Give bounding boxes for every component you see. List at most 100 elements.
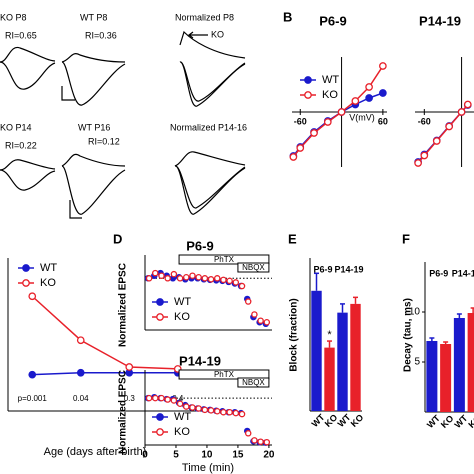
trace (0, 46, 56, 63)
chart: Age (days after birth) p=0.001 0.04 0.3 0.4 W… (7, 258, 202, 458)
marker (189, 272, 196, 279)
trace (174, 151, 246, 167)
legend-label: KO (40, 277, 56, 289)
marker (170, 270, 178, 278)
significance: * (327, 329, 332, 341)
bar (311, 290, 322, 411)
marker (207, 276, 215, 283)
legend-label: KO (174, 311, 190, 323)
x-tick-label: 60 (378, 116, 388, 126)
marker (145, 275, 153, 282)
marker (337, 108, 346, 116)
legend-marker (156, 298, 164, 306)
marker (125, 363, 134, 371)
chart: P6-9 Normalized EPSC PhTX NBQX WT KO (118, 238, 272, 347)
trace (61, 53, 126, 63)
trace (0, 169, 56, 191)
legend-marker (22, 279, 30, 287)
drug-label: PhTX (214, 255, 235, 264)
chart-title: P6-9 (319, 13, 346, 28)
marker (238, 282, 246, 290)
y-tick-label: 5 (414, 357, 420, 368)
trace-label: RI=0.12 (88, 136, 120, 146)
marker (365, 83, 373, 91)
marker (365, 94, 373, 102)
panel-letter: D (113, 231, 122, 246)
marker (176, 400, 184, 407)
marker (463, 100, 472, 109)
marker (257, 317, 264, 324)
group-label: P6-9 (429, 268, 448, 278)
marker (232, 409, 240, 417)
bar (337, 312, 348, 411)
marker (158, 394, 165, 402)
x-tick-label: -60 (418, 116, 431, 126)
bar (324, 347, 335, 411)
marker (289, 153, 298, 161)
marker (201, 406, 209, 414)
drug-label: PhTX (214, 370, 235, 379)
y-axis-label: Block (fraction) (289, 298, 300, 371)
marker (379, 89, 387, 97)
scale-bar (69, 200, 82, 219)
drug-bar (178, 369, 270, 380)
drug-bar (237, 377, 270, 388)
legend-label: KO (322, 89, 338, 101)
marker (213, 407, 221, 415)
y-tick-label: 10 (409, 307, 421, 318)
marker (432, 137, 441, 145)
p-value: 0.3 (124, 394, 136, 403)
trace (61, 61, 126, 106)
marker (238, 410, 246, 418)
marker (323, 118, 332, 126)
marker (28, 370, 37, 379)
marker (379, 62, 387, 70)
p-value: 0.4 (172, 394, 184, 403)
y-axis-label: Normalized EPSC (118, 370, 129, 454)
trace (61, 165, 126, 215)
trace (179, 61, 246, 102)
marker (244, 430, 252, 437)
chart: P6-9 V(mV) -60 60 WT KO (289, 13, 388, 167)
marker (220, 276, 227, 284)
legend-marker (22, 264, 30, 272)
marker (183, 403, 190, 410)
chart: P14-19 Time (min) Normalized EPSC 0 5 10 15 20 P… (118, 353, 275, 473)
x-tick-label: -60 (294, 116, 307, 126)
group-label: P14-19 (452, 268, 474, 278)
trace-label: KO (211, 29, 224, 39)
marker (414, 159, 422, 167)
drug-label: NBQX (242, 263, 265, 272)
marker (296, 144, 305, 152)
trace-label: RI=0.22 (5, 140, 37, 150)
trace (61, 153, 126, 167)
marker (251, 437, 258, 444)
legend-marker (156, 313, 164, 321)
drug-bar (178, 254, 270, 265)
marker (226, 277, 233, 285)
marker (351, 97, 360, 105)
marker (445, 122, 454, 131)
trace-label: Normalized P14-16 (170, 122, 247, 132)
trace-label: RI=0.65 (5, 30, 37, 40)
marker (145, 394, 153, 402)
x-axis-label: V(mV) (349, 112, 375, 122)
trace (179, 30, 246, 59)
marker (76, 368, 85, 377)
chart-title: P6-9 (186, 238, 213, 253)
marker (170, 397, 178, 404)
scale-bar (61, 86, 75, 101)
chart-title: P14-19 (179, 353, 221, 368)
trace-label: WT P16 (78, 122, 110, 132)
marker (263, 318, 271, 326)
trace-label: KO P14 (0, 122, 32, 132)
group-label: P14-19 (334, 264, 363, 274)
legend-marker (304, 76, 312, 84)
legend-label: WT (322, 74, 339, 86)
trace (0, 61, 56, 90)
marker (420, 151, 429, 160)
marker (257, 438, 264, 445)
marker (164, 396, 171, 403)
